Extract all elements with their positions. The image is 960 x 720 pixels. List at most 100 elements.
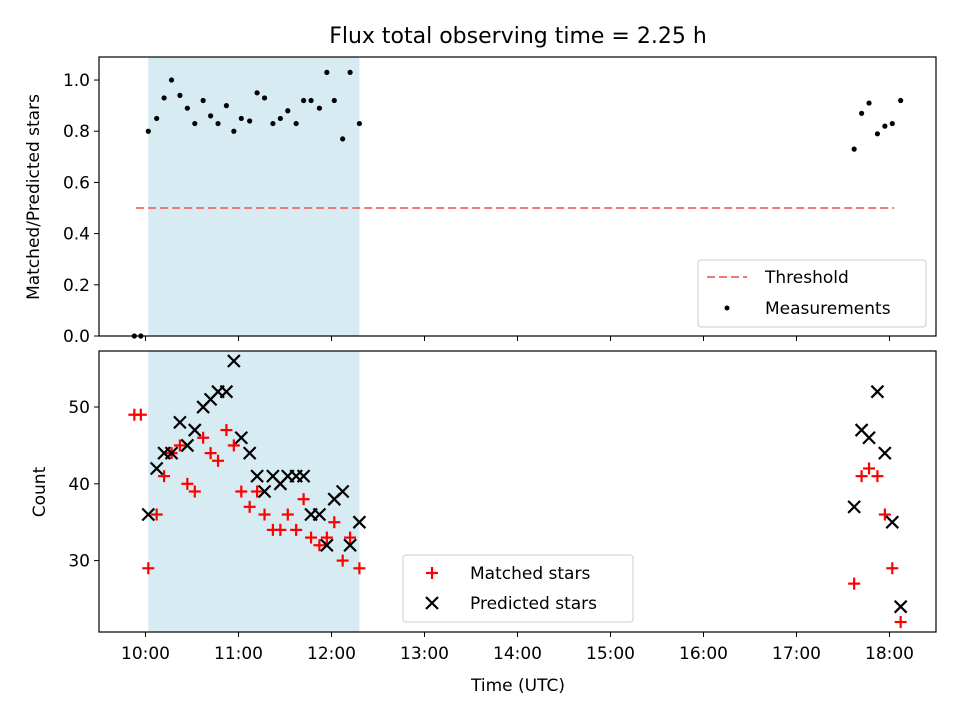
- measurement-point: [859, 110, 865, 116]
- chart-title: Flux total observing time = 2.25 h: [329, 24, 707, 49]
- predicted-marker-stroke: [862, 430, 876, 445]
- predicted-marker-stroke: [266, 469, 280, 483]
- predicted-stars-series: [141, 354, 908, 614]
- predicted-marker-stroke: [878, 446, 892, 460]
- top-y-tick-label: 0.0: [63, 327, 90, 347]
- predicted-marker-stroke: [335, 484, 350, 499]
- top-y-tick-label: 0.6: [63, 173, 90, 193]
- predicted-marker-stroke: [320, 538, 334, 553]
- x-axis: 10:00 11:00 12:00 13:00 14:00 15:00 16:00 17:00…: [121, 632, 914, 664]
- predicted-star-marker: [234, 430, 249, 445]
- matched-star-marker: [886, 562, 899, 575]
- matched-star-marker: [235, 485, 248, 498]
- measurement-point: [247, 118, 253, 124]
- bottom-y-tick-label: 30: [68, 552, 90, 572]
- matched-stars-series: [128, 408, 907, 629]
- matched-star-marker: [258, 508, 271, 521]
- predicted-marker-stroke: [847, 500, 861, 514]
- measurement-point: [889, 120, 895, 127]
- top-x-axis-ticks: [145, 336, 890, 341]
- predicted-star-marker: [343, 538, 357, 553]
- predicted-star-marker: [219, 384, 234, 399]
- predicted-star-marker: [847, 500, 861, 514]
- matched-star-marker: [220, 424, 233, 437]
- matched-star-marker: [142, 562, 155, 575]
- x-tick-label: 16:00: [679, 644, 728, 664]
- top-legend-box: [697, 259, 927, 328]
- measurement-point: [254, 90, 260, 96]
- matched-star-marker: [197, 431, 210, 444]
- measurement-point: [154, 115, 160, 122]
- predicted-star-marker: [257, 484, 272, 499]
- predicted-marker-stroke: [180, 438, 195, 453]
- measurement-point: [184, 105, 190, 111]
- matched-star-marker: [305, 531, 318, 544]
- predicted-star-marker: [141, 507, 156, 522]
- predicted-star-marker: [188, 423, 202, 437]
- measurement-point: [177, 92, 183, 98]
- measurements-legend-label: Measurements: [765, 299, 891, 319]
- top-y-tick-label: 0.2: [63, 276, 90, 296]
- predicted-star-marker: [242, 446, 257, 460]
- matched-star-marker: [243, 500, 256, 513]
- measurement-point: [208, 113, 214, 119]
- matched-star-marker: [313, 539, 326, 552]
- measurement-point: [356, 120, 362, 127]
- matched-star-marker: [871, 470, 884, 483]
- predicted-star-marker: [885, 515, 900, 529]
- predicted-marker-stroke: [343, 538, 357, 553]
- matched-star-marker: [212, 454, 225, 467]
- predicted-marker-stroke: [141, 507, 156, 522]
- matched-star-marker: [281, 508, 294, 521]
- predicted-star-marker: [180, 438, 195, 453]
- measurements-legend-swatch: [724, 305, 730, 311]
- predicted-marker-stroke: [250, 469, 264, 483]
- measurement-point: [192, 120, 198, 127]
- matched-legend-label: Matched stars: [470, 564, 590, 584]
- measurement-point: [308, 97, 314, 104]
- predicted-star-marker: [227, 354, 241, 368]
- measurement-point: [882, 123, 888, 129]
- matched-star-marker: [894, 616, 907, 629]
- measurement-point: [231, 128, 237, 134]
- predicted-star-marker: [149, 461, 164, 476]
- matched-star-marker: [204, 447, 217, 460]
- predicted-marker-stroke: [149, 461, 164, 476]
- x-tick-label: 13:00: [400, 644, 449, 664]
- x-tick-label: 11:00: [214, 644, 263, 664]
- predicted-marker-stroke: [352, 515, 367, 529]
- predicted-star-marker: [312, 507, 327, 522]
- predicted-marker-stroke: [164, 446, 179, 460]
- bottom-legend-box: [402, 554, 634, 623]
- measurement-point: [293, 120, 299, 127]
- measurement-point: [200, 97, 206, 104]
- measurement-point: [215, 120, 221, 127]
- matched-star-marker: [251, 485, 264, 498]
- matched-star-marker: [188, 485, 201, 498]
- matched-star-marker: [297, 493, 310, 506]
- predicted-marker-stroke: [242, 446, 257, 460]
- matched-star-marker: [320, 531, 333, 544]
- predicted-marker-stroke: [870, 384, 885, 399]
- predicted-star-marker: [352, 515, 367, 529]
- measurement-point: [874, 131, 881, 137]
- x-tick-label: 10:00: [121, 644, 170, 664]
- predicted-star-marker: [173, 415, 187, 430]
- measurement-point: [261, 95, 268, 101]
- top-y-tick-label: 0.4: [63, 225, 90, 245]
- measurement-point: [340, 136, 346, 142]
- predicted-star-marker: [164, 446, 179, 460]
- predicted-star-marker: [870, 384, 885, 399]
- measurement-point: [270, 120, 276, 127]
- measurement-point: [301, 97, 307, 104]
- measurement-point: [223, 103, 230, 109]
- matched-star-marker: [863, 462, 876, 475]
- matched-star-marker: [181, 477, 194, 490]
- x-tick-label: 17:00: [772, 644, 821, 664]
- predicted-star-marker: [335, 484, 350, 499]
- bottom-legend: Matched stars Predicted stars: [402, 554, 634, 623]
- matched-star-marker: [848, 577, 861, 590]
- x-tick-label: 18:00: [865, 644, 914, 664]
- measurement-point: [866, 100, 872, 106]
